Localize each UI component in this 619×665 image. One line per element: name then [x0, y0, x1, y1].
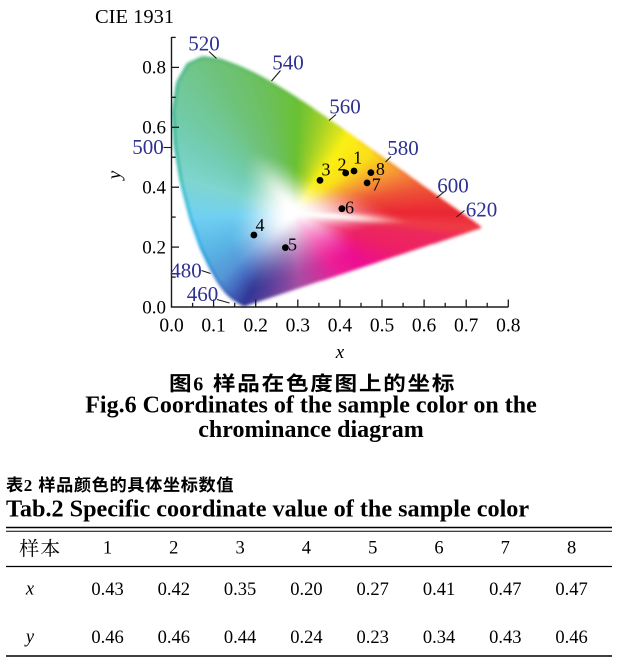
svg-text:0.6: 0.6	[412, 316, 437, 337]
svg-text:0.34: 0.34	[423, 628, 455, 648]
svg-text:0.41: 0.41	[423, 580, 455, 600]
svg-text:500: 500	[132, 135, 164, 159]
svg-text:0.24: 0.24	[290, 628, 322, 648]
svg-text:x: x	[335, 342, 345, 363]
svg-text:2: 2	[338, 155, 347, 175]
svg-text:480: 480	[170, 259, 202, 283]
svg-text:6: 6	[345, 198, 354, 218]
svg-text:chrominance diagram: chrominance diagram	[198, 417, 424, 443]
svg-text:0.44: 0.44	[224, 628, 256, 648]
svg-text:x: x	[25, 580, 35, 600]
svg-text:580: 580	[387, 136, 419, 160]
svg-text:0.35: 0.35	[224, 580, 256, 600]
svg-text:0.1: 0.1	[201, 316, 225, 337]
svg-text:8: 8	[567, 539, 576, 559]
svg-text:0.4: 0.4	[142, 178, 166, 199]
svg-text:0.46: 0.46	[555, 628, 587, 648]
svg-text:1: 1	[353, 147, 362, 167]
svg-text:0.6: 0.6	[142, 118, 166, 139]
svg-text:0.0: 0.0	[159, 316, 183, 337]
svg-text:0.47: 0.47	[489, 580, 521, 600]
svg-text:0.47: 0.47	[555, 580, 587, 600]
svg-text:4: 4	[302, 539, 311, 559]
svg-text:3: 3	[322, 160, 331, 180]
svg-text:7: 7	[372, 175, 381, 195]
svg-text:1: 1	[103, 539, 112, 559]
svg-text:0.8: 0.8	[496, 316, 520, 337]
svg-text:0.7: 0.7	[454, 316, 479, 337]
svg-text:0.2: 0.2	[142, 237, 166, 258]
svg-text:560: 560	[329, 95, 361, 119]
svg-text:0.42: 0.42	[158, 580, 190, 600]
svg-text:0.4: 0.4	[328, 316, 353, 337]
svg-text:5: 5	[368, 539, 377, 559]
svg-text:0.43: 0.43	[489, 628, 521, 648]
svg-text:0.43: 0.43	[91, 580, 123, 600]
svg-text:3: 3	[235, 539, 244, 559]
svg-text:620: 620	[466, 198, 498, 222]
svg-text:CIE 1931: CIE 1931	[95, 6, 174, 28]
svg-text:6: 6	[193, 374, 203, 396]
svg-text:8: 8	[376, 159, 385, 179]
svg-text:Fig.6 Coordinates of the sampl: Fig.6 Coordinates of the sample color on…	[85, 393, 537, 419]
svg-text:6: 6	[434, 539, 443, 559]
svg-text:0.3: 0.3	[286, 316, 310, 337]
svg-text:5: 5	[288, 235, 297, 255]
svg-text:Tab.2 Specific coordinate valu: Tab.2 Specific coordinate value of the s…	[6, 496, 529, 523]
svg-text:460: 460	[187, 282, 219, 306]
svg-text:0.0: 0.0	[142, 297, 166, 318]
svg-text:0.46: 0.46	[158, 628, 190, 648]
svg-text:0.46: 0.46	[91, 628, 123, 648]
svg-text:540: 540	[272, 51, 304, 75]
svg-text:0.2: 0.2	[244, 316, 268, 337]
svg-text:y: y	[105, 170, 126, 181]
svg-text:0.23: 0.23	[357, 628, 389, 648]
svg-text:520: 520	[188, 32, 220, 56]
svg-text:0.5: 0.5	[370, 316, 394, 337]
svg-text:4: 4	[256, 215, 265, 235]
svg-text:2: 2	[169, 539, 178, 559]
svg-text:y: y	[24, 628, 35, 648]
svg-text:0.27: 0.27	[357, 580, 389, 600]
svg-text:2: 2	[24, 476, 33, 495]
svg-text:7: 7	[501, 539, 510, 559]
svg-text:0.20: 0.20	[290, 580, 322, 600]
svg-text:0.8: 0.8	[142, 58, 166, 79]
